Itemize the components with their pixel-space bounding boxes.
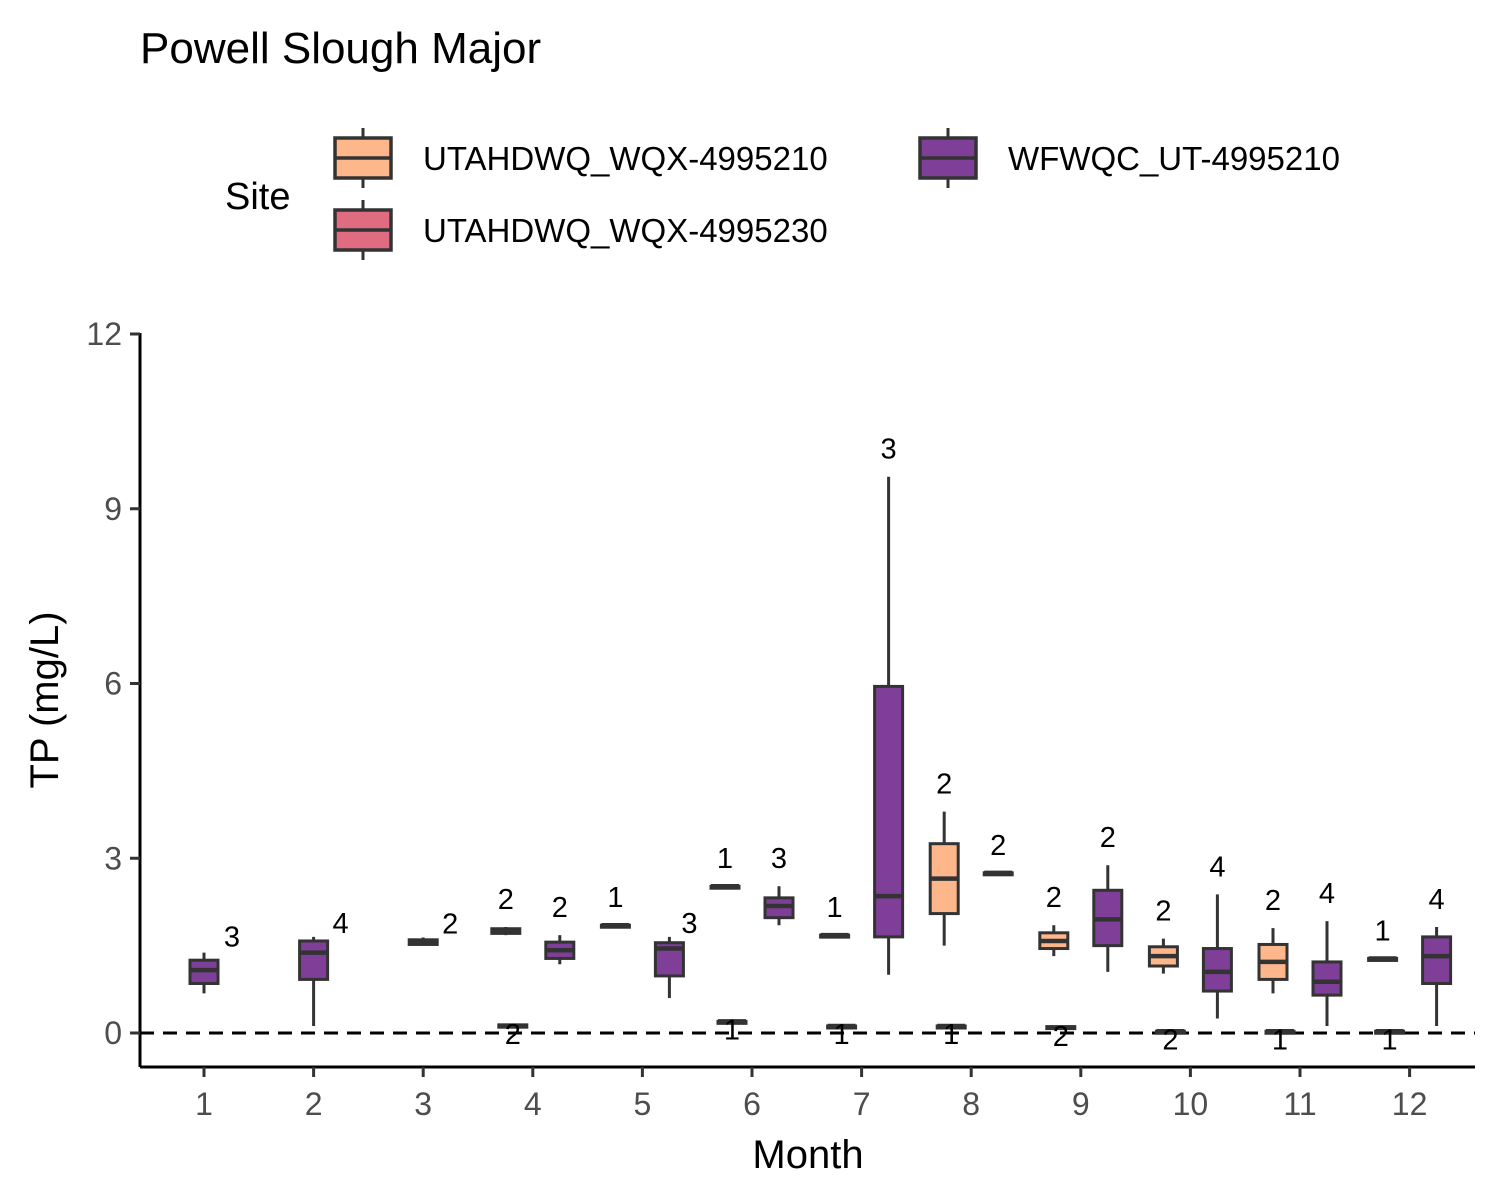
count-label: 1	[1375, 915, 1391, 947]
x-tick-label: 5	[634, 1086, 652, 1122]
count-label: 2	[1155, 896, 1171, 928]
box-UTAHDWQ_WQX-4995210-m11: 2	[1257, 885, 1289, 994]
box-WFWQC_UT-4995210-m8: 2	[982, 830, 1014, 877]
box-UTAHDWQ_WQX-4995230-m7: 1	[826, 1019, 858, 1051]
x-tick-label: 10	[1173, 1086, 1209, 1122]
legend-entry: UTAHDWQ_WQX-4995210	[333, 128, 828, 188]
legend-label: WFWQC_UT-4995210	[1008, 140, 1340, 177]
count-label: 2	[1046, 882, 1062, 914]
count-label: 4	[1319, 878, 1335, 910]
count-label: 3	[771, 843, 787, 875]
box-UTAHDWQ_WQX-4995210-m10: 2	[1147, 896, 1179, 974]
box-UTAHDWQ_WQX-4995210-m4: 2	[490, 884, 522, 936]
count-label: 3	[224, 922, 240, 954]
box-UTAHDWQ_WQX-4995210-m8: 2	[928, 769, 960, 946]
box-UTAHDWQ_WQX-4995230-m8: 1	[935, 1019, 967, 1051]
box-UTAHDWQ_WQX-4995210-m12: 1	[1367, 915, 1399, 962]
count-label: 4	[1429, 884, 1445, 916]
box-UTAHDWQ_WQX-4995210-m6: 1	[709, 843, 741, 890]
x-tick-label: 4	[524, 1086, 542, 1122]
box-UTAHDWQ_WQX-4995230-m11: 1	[1264, 1024, 1296, 1056]
count-label: 1	[943, 1019, 959, 1051]
x-tick-label: 11	[1283, 1086, 1316, 1122]
box-body	[298, 939, 330, 981]
y-tick-label: 3	[104, 840, 122, 876]
chart-title: Powell Slough Major	[140, 24, 541, 73]
count-label: 1	[1272, 1024, 1288, 1056]
box-WFWQC_UT-4995210-m6: 3	[763, 843, 795, 926]
x-tick-label: 9	[1072, 1086, 1090, 1122]
box-WFWQC_UT-4995210-m12: 4	[1421, 884, 1453, 1027]
box-UTAHDWQ_WQX-4995230-m6: 1	[716, 1014, 748, 1046]
count-label: 2	[936, 769, 952, 801]
box-UTAHDWQ_WQX-4995210-m5: 1	[599, 882, 631, 929]
legend-entry: UTAHDWQ_WQX-4995230	[333, 200, 828, 260]
legend-entry: WFWQC_UT-4995210	[918, 128, 1340, 188]
count-label: 1	[717, 843, 733, 875]
x-tick-label: 2	[305, 1086, 323, 1122]
y-tick-label: 12	[86, 316, 122, 352]
x-axis-title: Month	[752, 1133, 863, 1177]
x-tick-label: 7	[853, 1086, 871, 1122]
box-body	[1421, 935, 1453, 985]
count-label: 2	[1265, 885, 1281, 917]
y-tick-label: 6	[104, 666, 122, 702]
box-UTAHDWQ_WQX-4995230-m12: 1	[1374, 1024, 1406, 1056]
count-label: 1	[607, 882, 623, 914]
count-label: 2	[1162, 1024, 1178, 1056]
box-UTAHDWQ_WQX-4995230-m4: 2	[497, 1019, 529, 1051]
box-WFWQC_UT-4995210-m4: 2	[544, 892, 576, 965]
box-WFWQC_UT-4995210-m2: 4	[298, 908, 349, 1027]
count-label: 2	[990, 830, 1006, 862]
count-label: 4	[1209, 851, 1225, 883]
box-UTAHDWQ_WQX-4995210-m9: 2	[1038, 882, 1070, 957]
x-tick-label: 8	[962, 1086, 980, 1122]
count-label: 4	[333, 908, 349, 940]
x-tick-label: 1	[195, 1086, 213, 1122]
count-label: 3	[881, 434, 897, 466]
box-UTAHDWQ_WQX-4995230-m10: 2	[1154, 1024, 1186, 1056]
x-tick-label: 6	[743, 1086, 761, 1122]
legend: Site UTAHDWQ_WQX-4995210 WFWQC_UT-4995210…	[225, 128, 1340, 260]
count-label: 3	[681, 908, 697, 940]
count-label: 2	[498, 884, 514, 916]
legend-label: UTAHDWQ_WQX-4995230	[423, 212, 828, 249]
legend-title: Site	[225, 176, 290, 218]
y-tick-label: 0	[104, 1015, 122, 1051]
y-axis-title: TP (mg/L)	[23, 611, 67, 788]
count-label: 1	[1382, 1024, 1398, 1056]
box-body	[873, 684, 905, 939]
x-tick-label: 12	[1392, 1086, 1428, 1122]
box-WFWQC_UT-4995210-m11: 4	[1311, 878, 1343, 1027]
box-WFWQC_UT-4995210-m5: 3	[653, 908, 697, 999]
y-tick-label: 9	[104, 491, 122, 527]
box-UTAHDWQ_WQX-4995210-m7: 1	[819, 892, 851, 939]
box-WFWQC_UT-4995210-m3: 2	[407, 908, 458, 946]
count-label: 2	[1053, 1021, 1069, 1053]
box-WFWQC_UT-4995210-m1: 3	[188, 922, 240, 994]
count-label: 1	[834, 1019, 850, 1051]
box-WFWQC_UT-4995210-m9: 2	[1092, 822, 1124, 972]
count-label: 2	[1100, 822, 1116, 854]
box-body	[1311, 960, 1343, 997]
x-tick-label: 3	[414, 1086, 432, 1122]
box-UTAHDWQ_WQX-4995230-m9: 2	[1045, 1021, 1077, 1053]
legend-label: UTAHDWQ_WQX-4995210	[423, 140, 828, 177]
count-label: 2	[505, 1019, 521, 1051]
box-WFWQC_UT-4995210-m10: 4	[1201, 851, 1233, 1019]
count-label: 1	[827, 892, 843, 924]
count-label: 2	[552, 892, 568, 924]
count-label: 1	[724, 1014, 740, 1046]
count-label: 2	[442, 908, 458, 940]
box-WFWQC_UT-4995210-m7: 3	[873, 434, 905, 975]
